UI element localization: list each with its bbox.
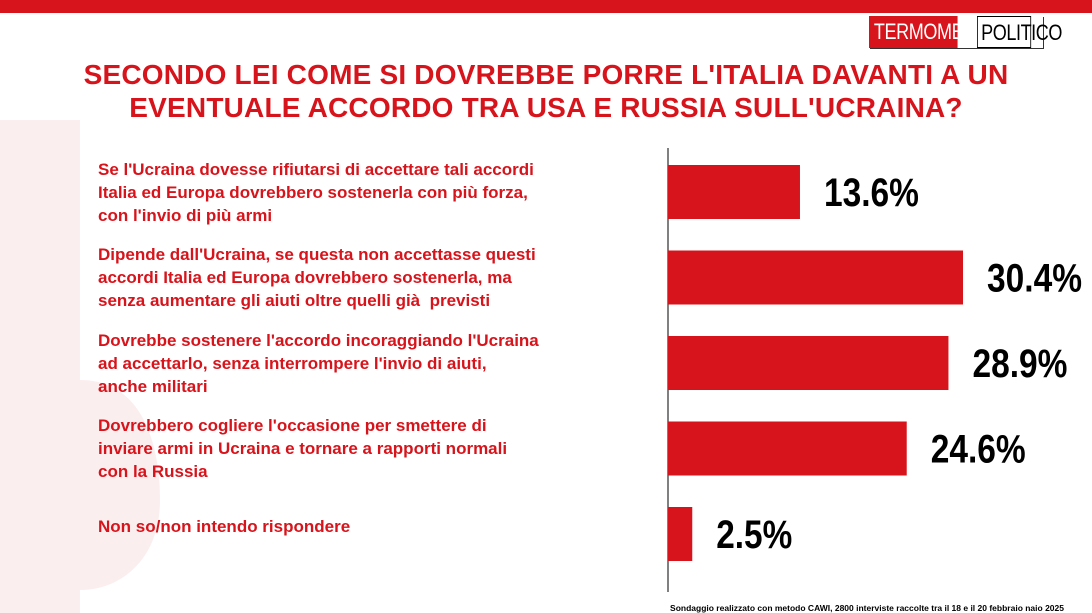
bar-4 xyxy=(668,421,907,476)
top-accent-bar xyxy=(0,0,1092,13)
bar-value-label-4: 24.6% xyxy=(931,428,1026,472)
category-label-2: Dipende dall'Ucraina, se questa non acce… xyxy=(98,245,536,310)
bar-5 xyxy=(668,507,693,561)
bar-1 xyxy=(668,165,800,219)
bar-value-label-1: 13.6% xyxy=(824,171,919,215)
page-title: SECONDO LEI COME SI DOVREBBE PORRE L'ITA… xyxy=(20,58,1072,124)
title-line-2: EVENTUALE ACCORDO TRA USA E RUSSIA SULL'… xyxy=(129,92,963,123)
bar-value-label-3: 28.9% xyxy=(972,342,1067,386)
bar-value-label-5: 2.5% xyxy=(716,513,792,557)
category-label-3: Dovrebbe sostenere l'accordo incoraggian… xyxy=(98,330,539,396)
category-label-5: Non so/non intendo rispondere xyxy=(98,516,351,536)
category-label-1: Se l'Ucraina dovesse rifiutarsi di accet… xyxy=(98,159,534,225)
bar-2 xyxy=(668,250,963,305)
bar-3 xyxy=(668,336,949,390)
footnote: Sondaggio realizzato con metodo CAWI, 28… xyxy=(670,603,1064,613)
background-watermark xyxy=(0,120,160,613)
bar-value-label-2: 30.4% xyxy=(987,257,1082,301)
category-label-4: Dovrebbero cogliere l'occasione per smet… xyxy=(98,416,508,481)
title-line-1: SECONDO LEI COME SI DOVREBBE PORRE L'ITA… xyxy=(83,59,1009,90)
